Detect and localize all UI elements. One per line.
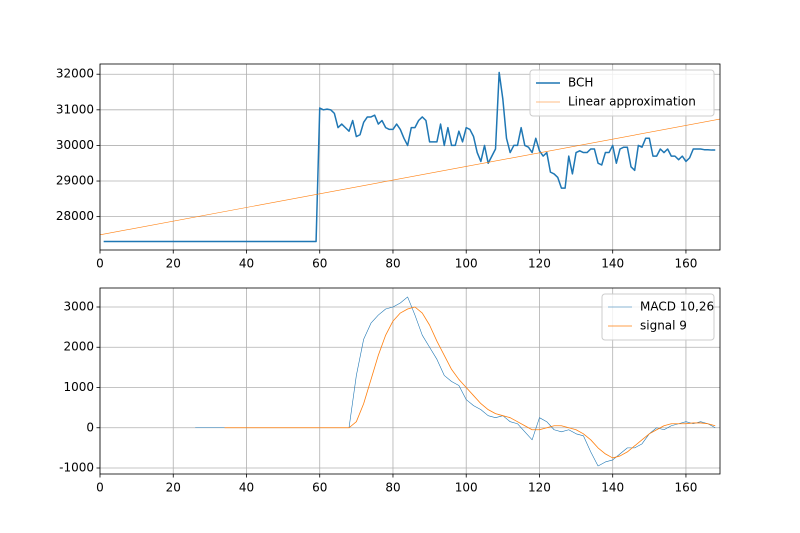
x-tick-label: 140 [601,257,624,271]
legend-label: Linear approximation [568,95,696,109]
series-line [224,306,716,459]
x-tick-label: 40 [239,481,254,495]
x-tick-label: 60 [312,481,327,495]
y-tick-label: 3000 [63,299,94,313]
axes-frame [99,63,721,251]
x-tick-label: 140 [601,481,624,495]
x-tick-label: 20 [166,257,181,271]
y-tick-label: 32000 [56,67,94,81]
axes-frame [99,287,721,475]
y-tick-label: 31000 [56,102,94,116]
y-tick-label: 29000 [56,174,94,188]
y-tick-label: 0 [86,420,94,434]
series-line [195,296,716,467]
x-tick-label: 80 [385,257,400,271]
y-tick-label: 2000 [63,340,94,354]
series-line [103,71,716,243]
x-tick-label: 100 [455,257,478,271]
x-tick-label: 100 [455,481,478,495]
x-tick-label: 160 [674,481,697,495]
x-tick-label: 20 [166,481,181,495]
series-line [100,118,720,236]
y-tick-label: 28000 [56,209,94,223]
x-tick-label: 0 [96,481,104,495]
y-tick-label: -1000 [59,461,94,475]
legend-label: BCH [568,76,593,90]
y-tick-label: 1000 [63,380,94,394]
legend-label: MACD 10,26 [640,300,714,314]
legend-label: signal 9 [640,319,687,333]
x-tick-label: 0 [96,257,104,271]
x-tick-label: 120 [528,257,551,271]
x-tick-label: 80 [385,481,400,495]
x-tick-label: 60 [312,257,327,271]
x-tick-label: 120 [528,481,551,495]
x-tick-label: 40 [239,257,254,271]
x-tick-label: 160 [674,257,697,271]
legend-box [601,293,715,341]
y-tick-label: 30000 [56,138,94,152]
legend-box [529,69,715,117]
